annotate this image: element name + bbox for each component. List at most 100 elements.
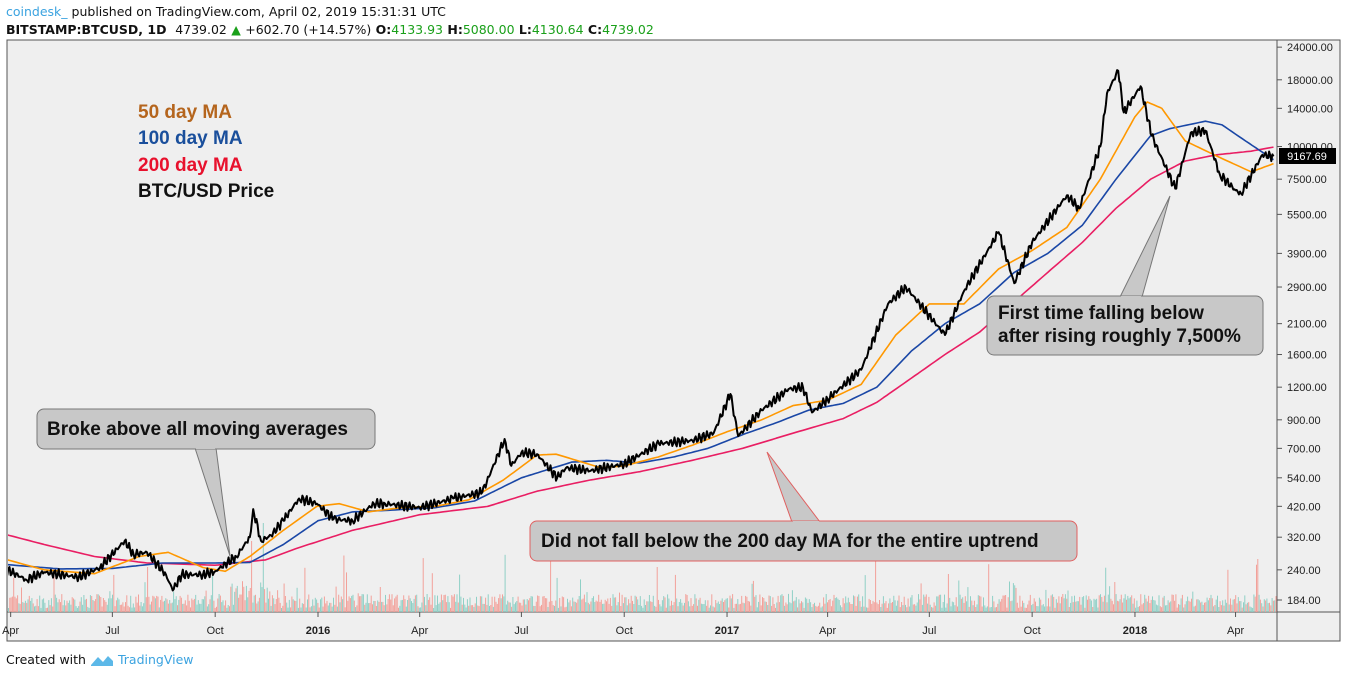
volume-bar [521,605,523,612]
volume-bar [981,606,983,612]
volume-bar [1101,597,1103,612]
volume-bar [916,602,918,612]
volume-bar [1045,589,1047,612]
volume-bar [1193,606,1195,612]
volume-bar [638,605,640,612]
volume-bar [1033,598,1035,612]
volume-bar [238,597,240,612]
tradingview-link[interactable]: TradingView [117,652,194,667]
volume-bar [752,580,754,612]
volume-bar [412,603,414,612]
volume-bar [373,600,375,612]
volume-bar [1055,599,1057,612]
volume-bar [1057,602,1059,612]
volume-bar [474,603,476,612]
volume-bars [8,523,1277,612]
volume-bar [598,594,600,612]
volume-bar [947,574,949,612]
open-label: O: [375,22,392,37]
volume-bar [585,602,587,612]
volume-bar [305,607,307,612]
volume-bar [312,599,314,612]
volume-bar [377,600,379,612]
y-tick-label: 2100.00 [1287,319,1327,331]
volume-bar [440,594,442,612]
volume-bar [105,601,107,612]
volume-bar [455,601,457,612]
series-line-btc-usd-price [8,69,1275,592]
up-arrow-icon: ▲ [231,22,241,37]
volume-bar [123,606,125,612]
volume-bar [533,605,535,612]
volume-bar [23,602,25,612]
author-link[interactable]: coindesk_ [6,4,68,19]
volume-bar [1263,599,1265,612]
volume-bar [1118,601,1120,612]
volume-bar [390,599,392,612]
volume-bar [1088,596,1090,612]
volume-bar [39,595,41,612]
x-tick-label: Apr [1227,625,1244,637]
close-value: 4739.02 [602,22,654,37]
volume-bar [52,606,54,612]
volume-bar [642,607,644,612]
volume-bar [1214,605,1216,612]
legend-200ma: 200 day MA [138,155,243,176]
volume-bar [1142,603,1144,612]
volume-bar [209,599,211,612]
volume-bar [660,606,662,612]
volume-bar [84,599,86,612]
x-tick-label: Jul [922,625,936,637]
volume-bar [768,595,770,612]
volume-bar [1269,602,1270,612]
volume-bar [1050,595,1052,612]
volume-bar [564,607,566,612]
volume-bar [1022,600,1023,612]
volume-bar [381,601,383,612]
volume-bar [492,606,494,612]
volume-bar [178,599,180,612]
price-axis[interactable]: 24000.0018000.0014000.0010000.007500.005… [1277,42,1333,607]
volume-bar [565,606,567,612]
volume-bar [244,600,246,612]
volume-bar [260,582,262,612]
volume-bar [86,598,87,612]
volume-bar [274,604,276,612]
volume-bar [210,595,212,612]
volume-bar [166,599,168,612]
volume-bar [208,604,210,612]
volume-bar [872,600,874,612]
volume-bar [529,598,531,612]
volume-bar [125,602,126,612]
y-tick-label: 5500.00 [1287,209,1327,221]
volume-bar [346,572,347,612]
volume-bar [431,573,433,612]
volume-bar [1172,594,1174,612]
volume-bar [785,602,787,612]
volume-bar [1200,602,1202,612]
volume-bar [447,596,449,612]
volume-bar [681,602,683,612]
low-label: L: [518,22,532,37]
volume-bar [1058,596,1060,612]
volume-bar [10,597,12,612]
volume-bar [871,603,873,612]
volume-bar [1146,601,1148,612]
time-axis[interactable]: Apr Jul Oct 2016 Apr Jul Oct 2017 Apr Jul Oct 2018 A… [2,612,1244,637]
volume-bar [674,574,676,612]
volume-bar [182,603,184,612]
volume-bar [933,602,935,612]
volume-bar [547,607,549,612]
volume-bar [762,597,763,612]
volume-bar [1067,590,1069,612]
volume-bar [914,604,916,612]
volume-bar [1243,602,1244,612]
volume-bar [578,596,580,612]
volume-bar [76,607,78,612]
volume-bar [846,602,848,612]
volume-bar [1215,599,1217,612]
volume-bar [108,598,110,612]
volume-bar [828,600,830,612]
y-tick-label: 1600.00 [1287,350,1327,362]
